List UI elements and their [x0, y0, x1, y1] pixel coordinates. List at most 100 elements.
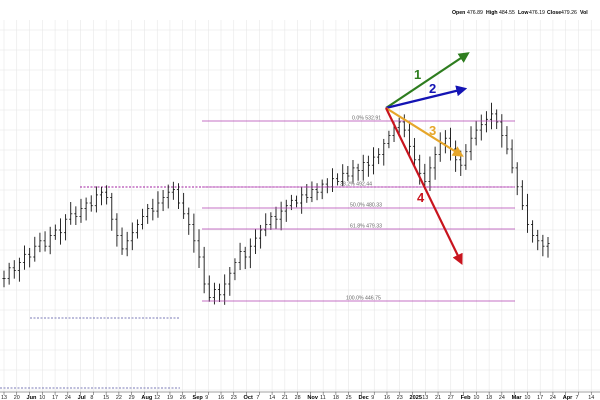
ohlc-bar: [269, 212, 273, 230]
x-tick-label: 29: [129, 395, 135, 400]
ohlc-bar: [33, 236, 37, 262]
ohlc-bar: [12, 260, 16, 279]
arrow-label-2: 2: [429, 81, 436, 96]
ohlc-bar: [146, 203, 150, 224]
ohlc-bar: [84, 197, 88, 221]
x-tick-label: Jul: [78, 395, 87, 400]
x-tick-label: 18: [486, 395, 492, 400]
ohlc-bar: [79, 198, 83, 223]
fib-label: 50.0% 480.33: [350, 203, 382, 209]
ohlc-bar: [525, 193, 530, 233]
arrow-1: [385, 52, 470, 109]
x-tick-label: 14: [269, 395, 275, 400]
ohlc-bar: [310, 181, 314, 203]
ohlc-bar: [531, 220, 535, 243]
ohlc-bar: [197, 229, 201, 269]
x-tick-label: 9: [205, 395, 208, 400]
ohlc-bar: [438, 132, 442, 162]
ohlc-bars: [2, 102, 550, 305]
open-label: Open: [452, 10, 465, 16]
x-tick-label: 12: [154, 395, 160, 400]
ohlc-bar: [495, 109, 499, 130]
ohlc-bar: [223, 274, 227, 305]
low-value: 476.19: [529, 10, 545, 16]
x-tick-label: 9: [371, 395, 374, 400]
x-tick-label: Feb: [461, 395, 472, 400]
ohlc-readout: Open 476.89 High 484.55 Low 476.19 Close…: [452, 10, 588, 16]
ohlc-bar: [94, 186, 98, 213]
x-tick-label: 8: [90, 395, 93, 400]
ohlc-bar: [217, 283, 222, 303]
ohlc-bar: [264, 213, 268, 237]
x-tick-label: Oct: [244, 395, 253, 400]
ohlc-bar: [341, 164, 345, 187]
ohlc-bar: [454, 140, 458, 172]
ohlc-bar: [515, 162, 519, 196]
x-tick-label: 7: [575, 395, 578, 400]
ohlc-bar: [135, 219, 140, 239]
close-label: Close: [547, 10, 561, 16]
x-tick-label: 10: [524, 395, 530, 400]
x-tick-label: Dec: [358, 395, 368, 400]
ohlc-bar: [130, 222, 134, 251]
ohlc-bar: [140, 208, 145, 230]
ohlc-bar: [161, 190, 165, 212]
ohlc-bar: [253, 229, 258, 255]
ohlc-bar: [238, 242, 242, 271]
x-tick-label: 20: [14, 395, 20, 400]
ohlc-bar: [284, 199, 288, 222]
fib-label: 38.2% 492.44: [340, 182, 372, 188]
ohlc-bar: [48, 226, 52, 255]
ohlc-bar: [469, 126, 473, 161]
ohlc-bar: [366, 155, 370, 177]
ohlc-bar: [464, 144, 468, 170]
ohlc-bar: [115, 213, 119, 247]
ohlc-bar: [325, 178, 329, 194]
ohlc-bar: [351, 159, 355, 184]
ohlc-bar: [315, 183, 319, 201]
x-tick-label: Mar: [512, 395, 523, 400]
x-tick-label: 13: [1, 395, 7, 400]
ohlc-bar: [228, 266, 232, 296]
high-value: 484.55: [499, 10, 515, 16]
x-tick-label: 19: [167, 395, 173, 400]
arrow-label-1: 1: [414, 67, 421, 82]
ohlc-bar: [479, 114, 483, 141]
ohlc-bar: [248, 238, 252, 269]
ohlc-bar: [474, 120, 478, 146]
ohlc-bar: [536, 229, 540, 251]
ohlc-bar: [69, 202, 73, 225]
ohlc-bar: [412, 137, 417, 168]
ohlc-bar: [192, 213, 196, 253]
ohlc-bar: [151, 198, 155, 221]
ohlc-bar: [17, 257, 21, 282]
ohlc-bar: [382, 138, 386, 166]
ohlc-bar: [484, 111, 489, 133]
x-tick-label: 25: [346, 395, 352, 400]
vol-label: Vol: [580, 10, 588, 16]
ohlc-bar: [433, 146, 437, 180]
arrow-3: [385, 107, 464, 157]
x-tick-label: Sep: [192, 395, 203, 400]
open-value: 476.89: [467, 10, 483, 16]
chart-grid: [0, 20, 600, 392]
fib-label: 61.8% 479.33: [350, 224, 382, 230]
x-tick-label: Jun: [27, 395, 38, 400]
ohlc-bar: [274, 206, 278, 229]
ohlc-bar: [320, 179, 324, 200]
ohlc-bar: [300, 186, 304, 214]
x-tick-label: Nov: [307, 395, 318, 400]
arrow-label-4: 4: [417, 190, 425, 205]
x-tick-label: 14: [588, 395, 594, 400]
x-tick-label: 2025: [410, 395, 422, 400]
ohlc-bar: [166, 184, 170, 209]
arrow-2: [385, 85, 468, 110]
ohlc-bar: [58, 218, 63, 245]
ohlc-bar: [279, 201, 283, 231]
projection-arrows: 12 3 4: [385, 52, 470, 265]
x-tick-label: 26: [180, 395, 186, 400]
x-tick-label: 17: [537, 395, 543, 400]
ohlc-bar: [125, 231, 129, 257]
ohlc-bar: [233, 258, 237, 281]
